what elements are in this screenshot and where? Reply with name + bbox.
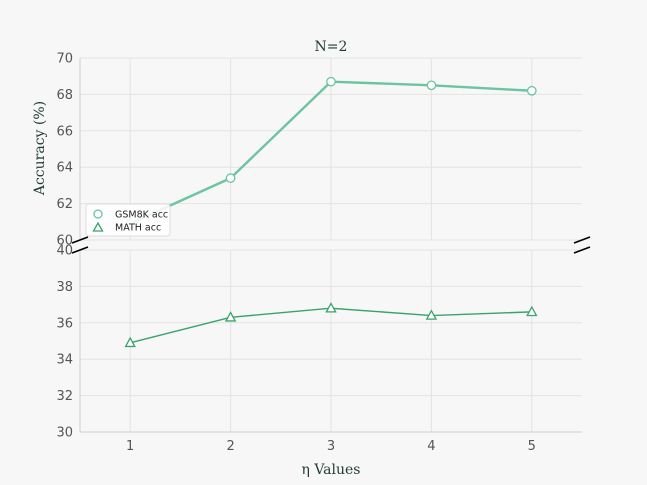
x-tick-label: 2 [226,439,234,454]
data-point [224,311,237,322]
y-tick-label: 38 [56,280,73,295]
x-tick-label: 4 [427,439,435,454]
legend-marker-math [92,221,104,232]
x-axis-label: η Values [302,462,361,478]
y-tick-label: 60 [56,234,73,249]
data-point [326,76,336,87]
break-mark [573,236,591,244]
y-tick-label: 32 [56,389,73,404]
legend-label-math: MATH acc [115,223,161,234]
x-tick-label: 5 [528,439,536,454]
legend-label-gsm8k: GSM8K acc [115,210,168,221]
y-tick-label: 34 [56,353,73,368]
y-tick-label: 68 [56,88,73,103]
y-axis-label: Accuracy (%) [32,101,48,196]
break-mark [71,246,89,254]
data-point [425,309,438,320]
y-tick-label: 40 [56,244,73,259]
data-point [225,173,236,183]
y-tick-label: 30 [56,426,73,441]
break-mark [573,246,591,254]
y-tick-label: 36 [56,316,73,331]
legend: GSM8K acc MATH acc [85,203,171,237]
y-tick-label: 66 [56,124,73,139]
axis-break-marks [71,236,591,254]
break-mark [71,236,89,244]
data-point [526,85,537,96]
data-point [426,80,437,91]
legend-marker-gsm8k [93,209,103,219]
data-point [124,336,136,348]
x-tick-label: 3 [327,439,335,454]
legend-box [85,203,171,237]
data-point [526,305,538,317]
x-tick-label: 1 [126,439,134,454]
data-point [325,302,337,313]
y-tick-label: 70 [56,52,73,67]
y-tick-label: 62 [56,197,73,212]
y-tick-label: 64 [56,161,73,176]
chart-title: N=2 [315,39,348,55]
